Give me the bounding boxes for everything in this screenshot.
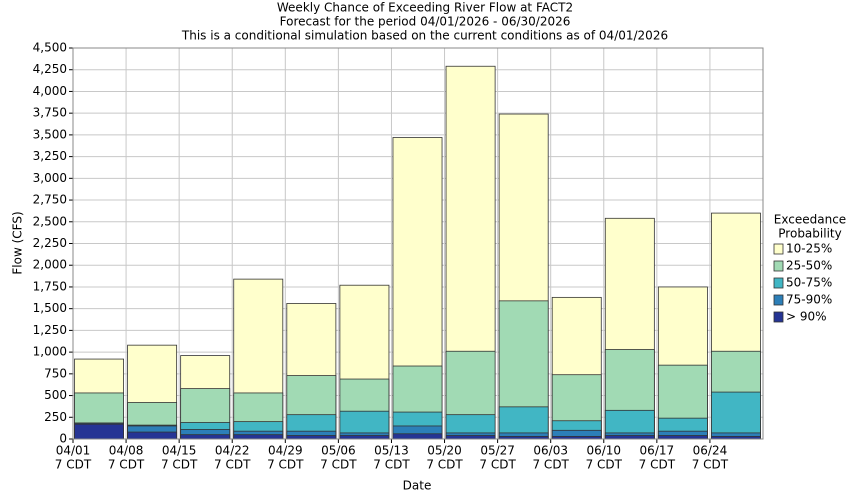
legend-label: > 90%: [786, 310, 827, 324]
y-tick-label: 500: [44, 388, 67, 402]
y-tick-label: 4,250: [33, 62, 67, 76]
x-tick-label: 05/27: [480, 444, 515, 458]
legend-swatch: [773, 243, 784, 255]
y-tick-label: 2,250: [33, 236, 67, 250]
y-tick-label: 1,500: [33, 301, 67, 315]
bar: [657, 435, 708, 440]
chart-subtitle: Forecast for the period 04/01/2026 - 06/…: [280, 15, 571, 29]
x-tick-sublabel: 7 CDT: [532, 458, 569, 472]
x-tick-sublabel: 7 CDT: [639, 458, 676, 472]
legend-swatch: [773, 294, 784, 306]
y-tick-label: 2,000: [33, 258, 67, 272]
x-tick-label: 04/15: [162, 444, 197, 458]
y-tick-label: 1,250: [33, 323, 67, 337]
legend-label: 50-75%: [786, 276, 832, 290]
plot-border: [72, 47, 764, 440]
legend-swatch: [773, 277, 784, 289]
y-tick-label: 3,750: [33, 106, 67, 120]
bar: [604, 435, 655, 440]
y-tick-label: 3,000: [33, 171, 67, 185]
x-tick-sublabel: 7 CDT: [108, 458, 145, 472]
y-tick-label: 2,750: [33, 193, 67, 207]
x-tick-sublabel: 7 CDT: [55, 458, 92, 472]
bar: [233, 434, 284, 440]
x-tick-label: 05/06: [321, 444, 356, 458]
y-tick-label: 3,250: [33, 149, 67, 163]
y-tick-label: 2,500: [33, 214, 67, 228]
bar: [711, 391, 761, 440]
x-axis-label: Date: [403, 479, 432, 493]
legend-swatch: [773, 311, 784, 323]
x-tick-sublabel: 7 CDT: [161, 458, 198, 472]
x-tick-label: 04/29: [268, 444, 303, 458]
legend-title: Probability: [778, 227, 841, 241]
x-tick-label: 06/17: [640, 444, 675, 458]
y-tick-label: 250: [44, 410, 67, 424]
bar: [445, 435, 496, 440]
x-tick-sublabel: 7 CDT: [267, 458, 304, 472]
chart-title: Weekly Chance of Exceeding River Flow at…: [277, 1, 573, 15]
y-tick-label: 1,000: [33, 345, 67, 359]
bar: [339, 435, 390, 440]
legend-title: Exceedance: [774, 213, 846, 227]
x-tick-label: 05/20: [427, 444, 462, 458]
bar: [286, 435, 337, 440]
x-tick-label: 05/13: [374, 444, 409, 458]
y-tick-label: 0: [59, 432, 67, 446]
y-tick-label: 750: [44, 366, 67, 380]
x-tick-label: 06/03: [533, 444, 568, 458]
x-tick-sublabel: 7 CDT: [373, 458, 410, 472]
legend-label: 10-25%: [786, 242, 832, 256]
x-tick-sublabel: 7 CDT: [320, 458, 357, 472]
legend-label: 25-50%: [786, 259, 832, 273]
y-axis-label: Flow (CFS): [11, 211, 25, 274]
bar: [392, 433, 443, 440]
bar: [74, 423, 124, 440]
x-tick-label: 06/10: [586, 444, 621, 458]
legend-label: 75-90%: [786, 293, 832, 307]
legend-swatch: [773, 260, 784, 272]
x-tick-label: 04/01: [56, 444, 91, 458]
y-tick-label: 3,500: [33, 127, 67, 141]
bar: [127, 431, 178, 440]
y-tick-label: 4,000: [33, 84, 67, 98]
x-tick-sublabel: 7 CDT: [426, 458, 463, 472]
x-tick-label: 06/24: [693, 444, 728, 458]
x-tick-label: 04/08: [109, 444, 144, 458]
x-tick-sublabel: 7 CDT: [214, 458, 251, 472]
x-tick-sublabel: 7 CDT: [692, 458, 729, 472]
x-tick-sublabel: 7 CDT: [586, 458, 623, 472]
x-tick-sublabel: 7 CDT: [479, 458, 516, 472]
y-tick-label: 1,750: [33, 279, 67, 293]
chart-note: This is a conditional simulation based o…: [181, 29, 668, 43]
x-tick-label: 04/22: [215, 444, 250, 458]
bar: [180, 434, 231, 440]
y-tick-label: 4,500: [33, 41, 67, 55]
